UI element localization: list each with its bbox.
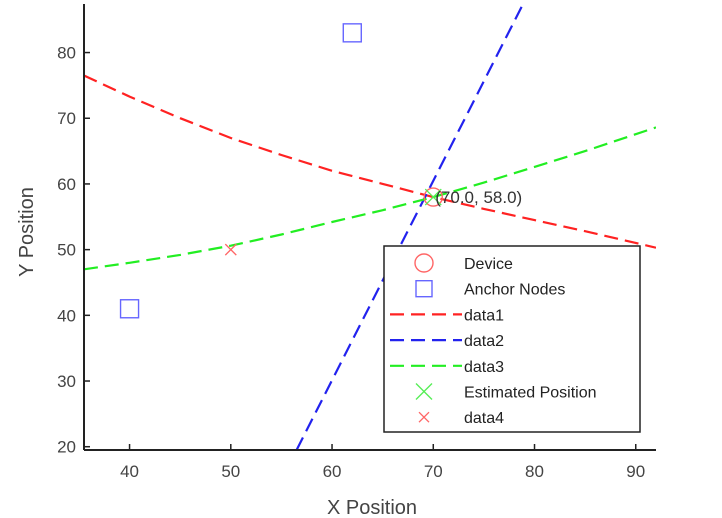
device-coordinate-label: (70.0, 58.0): [435, 188, 522, 207]
y-tick-label-50: 50: [57, 241, 76, 260]
y-axis-label: Y Position: [16, 187, 38, 277]
estimated-position-marker: [424, 188, 442, 206]
x-tick-label-60: 60: [323, 462, 342, 481]
legend: Device Anchor Nodes data1 data2 data3 Estimat…: [383, 245, 641, 433]
legend-item-5: data3: [390, 359, 504, 376]
device-marker: [423, 187, 443, 207]
series-line-data1: [84, 74, 656, 249]
legend-label: data3: [464, 359, 504, 376]
x-axis-label: X Position: [327, 497, 417, 518]
legend-label: data1: [464, 307, 504, 324]
y-tick-label-70: 70: [57, 109, 76, 128]
y-tick-label-30: 30: [57, 372, 76, 391]
data4-point: [224, 243, 237, 256]
legend-box: [383, 245, 641, 433]
anchor-node-1: [119, 299, 140, 319]
legend-item-1: Device: [414, 253, 513, 273]
legend-data4-symbol-b: [418, 411, 430, 423]
y-tick-label-40: 40: [57, 306, 76, 325]
x-tick-label-80: 80: [525, 462, 544, 481]
legend-item-6: Estimated Position: [415, 383, 597, 402]
legend-label: Device: [464, 256, 513, 273]
series-line-data3: [84, 126, 656, 271]
legend-anchor-symbol: [415, 280, 433, 298]
legend-label: data2: [464, 333, 504, 350]
x-tick-label-40: 40: [120, 462, 139, 481]
legend-label: data4: [464, 410, 504, 427]
axes: 40 50 60 70 80 90 20 30 40 50 60 70 80: [57, 4, 656, 481]
legend-label: Anchor Nodes: [464, 282, 565, 299]
series-layer: [84, 0, 656, 450]
y-tick-label-60: 60: [57, 175, 76, 194]
legend-estimated-symbol-b: [415, 383, 433, 400]
legend-device-symbol: [414, 253, 434, 273]
legend-label: Estimated Position: [464, 385, 597, 402]
legend-item-4: data2: [390, 333, 504, 350]
x-tick-label-70: 70: [424, 462, 443, 481]
legend-item-2: Anchor Nodes: [415, 280, 565, 299]
y-tick-label-80: 80: [57, 44, 76, 63]
legend-item-7: data4: [418, 410, 504, 427]
marker-layer: [119, 23, 443, 319]
x-tick-label-90: 90: [626, 462, 645, 481]
anchor-node-2: [342, 23, 362, 43]
x-tick-label-50: 50: [221, 462, 240, 481]
legend-item-3: data1: [390, 307, 504, 324]
y-tick-label-20: 20: [57, 438, 76, 457]
